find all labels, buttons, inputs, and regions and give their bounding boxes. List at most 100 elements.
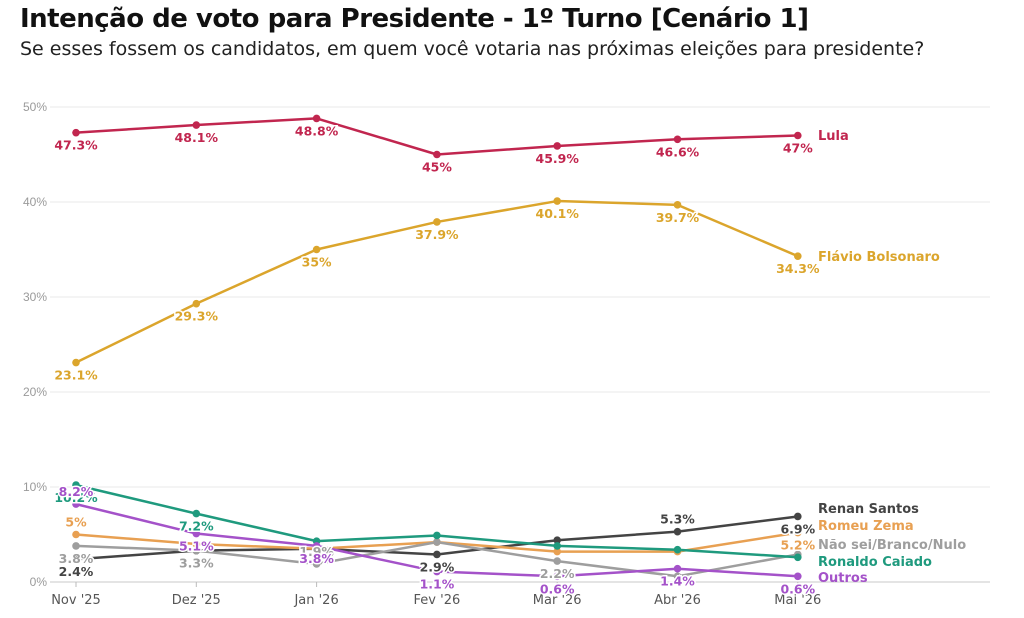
chart-title: Intenção de voto para Presidente - 1º Tu… <box>20 4 809 34</box>
data-point <box>72 542 80 550</box>
data-point <box>553 557 561 565</box>
data-point <box>192 529 201 538</box>
data-point <box>673 564 682 573</box>
series-name-label: Ronaldo Caiado <box>818 555 932 570</box>
data-point <box>312 245 321 254</box>
data-label: 1.4% <box>660 574 695 589</box>
data-point <box>553 142 561 150</box>
data-label: 3.8% <box>59 551 94 566</box>
data-point <box>192 540 201 548</box>
x-tick-label: Dez '25 <box>172 593 221 608</box>
series-name-label: Lula <box>818 129 849 144</box>
y-axis: 0% 10% 20% 30% 40% 50% <box>23 100 47 589</box>
data-point <box>72 481 80 489</box>
data-label: 29.3% <box>175 309 219 324</box>
data-point <box>433 531 441 540</box>
data-label: 5% <box>65 515 87 530</box>
data-label: 35% <box>302 255 332 270</box>
data-point <box>312 560 321 568</box>
data-label: 45.9% <box>536 151 580 166</box>
data-label: 10.2% <box>54 490 98 505</box>
data-label: 3.8% <box>299 551 334 566</box>
data-point <box>433 538 441 546</box>
series-lines <box>74 117 800 578</box>
data-point <box>794 512 802 521</box>
data-label: 23.1% <box>54 368 98 383</box>
y-tick-label: 40% <box>23 195 47 209</box>
data-point <box>794 528 802 537</box>
data-label: 5.1% <box>179 539 214 554</box>
x-axis: Nov '25 Dez '25 Jan '26 Fev '26 Mar '26 Abr '… <box>51 582 821 608</box>
data-point <box>673 135 682 144</box>
x-tick-label: Nov '25 <box>51 593 101 608</box>
data-point <box>794 553 802 562</box>
data-label: 5.2% <box>780 538 815 553</box>
data-point <box>553 197 561 205</box>
y-tick-label: 0% <box>30 575 48 589</box>
x-tick-label: Mar '26 <box>533 593 582 608</box>
data-label: 5.3% <box>660 512 695 527</box>
series-name-label: Flávio Bolsonaro <box>818 250 940 265</box>
data-point <box>192 509 201 518</box>
data-point <box>433 567 441 576</box>
data-point <box>72 555 80 563</box>
data-label: 2.4% <box>59 564 94 579</box>
series-labels: Lula Flávio Bolsonaro Renan Santos Romeu Ze… <box>818 129 966 586</box>
chart-subtitle: Se esses fossem os candidatos, em quem v… <box>20 38 925 60</box>
gridlines <box>50 106 990 583</box>
y-tick-label: 50% <box>23 100 47 114</box>
data-label: 34.3% <box>776 261 820 276</box>
x-tick-label: Jan '26 <box>293 593 338 608</box>
series-name-label: Não sei/Branco/Nulo <box>818 538 966 553</box>
x-tick-label: Abr '26 <box>654 593 701 608</box>
y-tick-label: 30% <box>23 290 47 304</box>
x-tick-label: Mai '26 <box>774 593 821 608</box>
data-label: 48.8% <box>295 123 339 138</box>
data-label: 39.7% <box>656 210 700 225</box>
data-point <box>72 500 80 508</box>
data-point <box>192 121 201 129</box>
data-point <box>553 547 561 556</box>
data-point <box>673 572 682 581</box>
series-name-label: Renan Santos <box>818 502 919 517</box>
series-name-label: Outros <box>818 571 868 586</box>
x-tick-label: Fev '26 <box>414 593 461 608</box>
data-point <box>312 114 321 123</box>
data-point <box>794 572 802 581</box>
data-label: 1.9% <box>299 544 334 559</box>
data-label: 0.6% <box>540 581 575 596</box>
data-label: 37.9% <box>415 227 459 242</box>
data-point <box>192 546 201 555</box>
data-point <box>673 201 682 209</box>
data-point <box>433 550 441 559</box>
data-label: 2.2% <box>540 566 575 581</box>
data-label: 48.1% <box>175 130 219 145</box>
data-point <box>72 128 80 137</box>
data-point <box>673 527 682 536</box>
data-label: 3.3% <box>179 556 214 571</box>
data-point <box>673 545 682 554</box>
data-point <box>794 131 802 140</box>
data-point <box>553 542 561 550</box>
data-label: 6.9% <box>780 521 815 536</box>
data-label: 1.1% <box>420 577 455 592</box>
data-label: 0.6% <box>780 581 815 596</box>
data-label: 47% <box>783 141 813 156</box>
data-label: 7.2% <box>179 519 214 534</box>
data-label: 2.9% <box>420 559 455 574</box>
data-point <box>312 542 321 550</box>
data-point <box>433 218 441 226</box>
data-point <box>72 530 80 539</box>
data-point <box>192 299 201 308</box>
data-points <box>72 114 802 581</box>
data-label: 45% <box>422 160 452 175</box>
data-point <box>433 150 441 159</box>
data-label: 40.1% <box>536 206 580 221</box>
data-label: 46.6% <box>656 144 700 159</box>
data-point <box>794 252 802 260</box>
data-point <box>553 536 561 544</box>
data-labels: 47.3% 48.1% 48.8% 45% 45.9% 46.6% 47% 23.1% 29.3… <box>53 122 822 598</box>
data-label: 47.3% <box>54 138 98 153</box>
data-label: 8.2% <box>59 484 94 499</box>
